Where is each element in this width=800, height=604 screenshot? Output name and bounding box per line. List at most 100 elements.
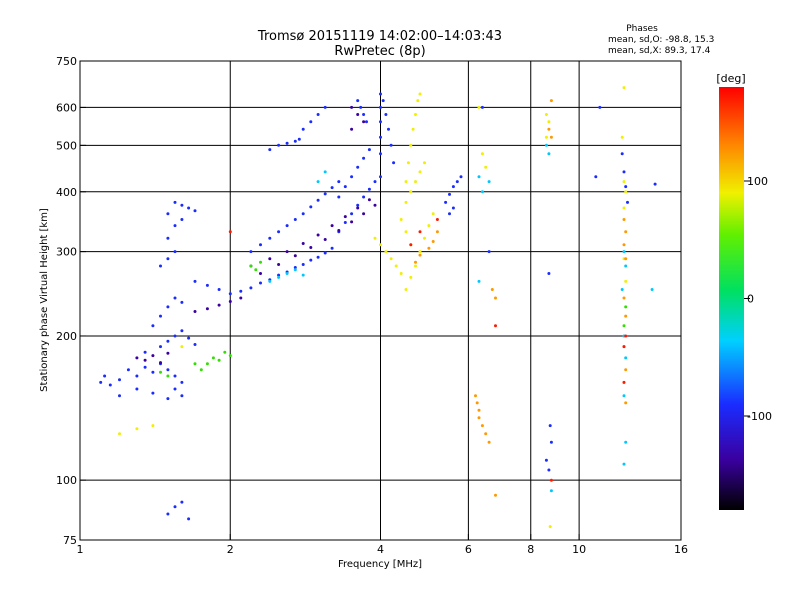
data-point <box>293 266 297 269</box>
data-point <box>301 127 305 131</box>
data-point <box>414 113 417 116</box>
data-point <box>547 127 551 131</box>
data-point <box>418 253 422 257</box>
data-point <box>399 272 403 275</box>
data-point <box>159 361 162 365</box>
data-point <box>359 105 363 109</box>
data-point <box>180 500 184 504</box>
data-point <box>444 200 448 204</box>
data-point <box>254 268 258 272</box>
data-point <box>180 329 184 333</box>
data-point <box>477 279 481 283</box>
data-point <box>293 254 297 258</box>
data-point <box>356 203 360 207</box>
data-point <box>249 250 253 254</box>
data-point <box>323 105 327 109</box>
data-point <box>624 190 628 194</box>
data-point <box>309 120 313 124</box>
data-point <box>409 243 413 247</box>
data-point <box>418 250 422 254</box>
y-tick-label: 600 <box>56 101 77 114</box>
data-point <box>277 263 281 266</box>
data-point <box>316 180 320 184</box>
data-point <box>118 378 121 382</box>
data-point <box>228 354 232 358</box>
data-point <box>249 286 253 290</box>
data-point <box>431 212 435 216</box>
data-point <box>249 264 253 268</box>
data-point <box>362 156 366 160</box>
data-point <box>362 113 366 116</box>
data-point <box>435 218 439 221</box>
data-point <box>135 374 139 378</box>
data-point <box>544 135 548 139</box>
data-point <box>373 203 377 207</box>
x-tick-label: 1 <box>77 543 84 556</box>
data-point <box>135 427 139 431</box>
data-point <box>404 230 408 234</box>
data-point <box>350 175 354 179</box>
x-tick-label: 4 <box>377 543 384 556</box>
data-point <box>379 243 382 247</box>
data-point <box>367 198 371 202</box>
data-point <box>480 152 484 156</box>
data-point <box>173 224 177 228</box>
data-point <box>293 218 297 221</box>
data-point <box>624 230 628 234</box>
x-tick-label: 8 <box>527 543 534 556</box>
y-tick-label: 200 <box>56 330 77 343</box>
data-point <box>549 99 553 103</box>
data-point <box>330 186 334 190</box>
data-point <box>118 432 121 436</box>
data-point <box>187 336 191 340</box>
y-axis-label: Stationary phase Virtual Height [km] <box>39 208 50 392</box>
data-point <box>381 99 385 103</box>
data-point <box>173 334 177 338</box>
data-point <box>487 440 491 444</box>
data-point <box>626 200 629 204</box>
data-point <box>451 206 455 210</box>
data-point <box>356 165 360 169</box>
data-point <box>477 416 481 420</box>
data-point <box>622 180 626 184</box>
data-point <box>624 314 628 318</box>
data-point <box>653 182 657 186</box>
data-point <box>549 440 553 444</box>
y-tick-labels: 75 100 200 300 400 500 600 750 <box>56 55 86 547</box>
data-point <box>277 143 281 147</box>
data-point <box>622 296 626 300</box>
data-point <box>365 120 368 124</box>
data-point <box>205 283 209 287</box>
data-point <box>480 105 484 109</box>
data-point <box>143 358 147 362</box>
data-point <box>205 362 209 366</box>
data-point <box>480 424 484 428</box>
data-point <box>151 391 155 395</box>
data-point <box>414 260 417 264</box>
data-point <box>166 512 170 516</box>
data-point <box>622 345 626 349</box>
data-point <box>549 478 553 482</box>
data-point <box>166 305 170 309</box>
data-point <box>316 113 320 116</box>
data-point <box>624 440 628 444</box>
data-point <box>259 260 262 264</box>
data-point <box>624 368 628 372</box>
data-point <box>624 305 628 309</box>
data-point <box>217 358 221 362</box>
data-point <box>622 250 626 254</box>
y-tick-label: 300 <box>56 246 77 259</box>
data-point <box>99 380 103 384</box>
data-point <box>166 374 170 378</box>
data-point <box>484 165 488 169</box>
data-point <box>622 462 626 466</box>
data-point <box>108 383 112 387</box>
data-point <box>309 205 313 209</box>
data-point <box>594 175 598 179</box>
data-point <box>323 192 327 196</box>
data-point <box>435 230 439 234</box>
data-point <box>389 143 393 147</box>
data-point <box>217 288 221 291</box>
data-point <box>547 272 551 275</box>
data-point <box>624 279 628 283</box>
